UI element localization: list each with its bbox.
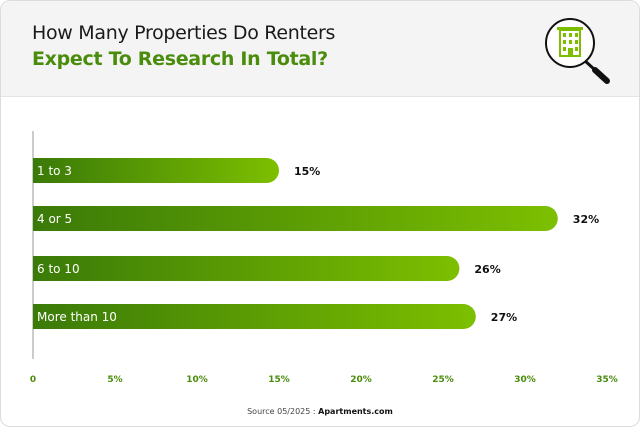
header: How Many Properties Do Renters Expect To…	[1, 1, 639, 97]
bar	[33, 206, 558, 231]
bar-category-label: 1 to 3	[37, 164, 72, 178]
bar-chart: 1 to 3 15% 4 or 5 32% 6 to 10 26% More than 10…	[30, 131, 618, 385]
x-tick-label: 5%	[107, 375, 122, 385]
source-name: Apartments.com	[318, 407, 393, 416]
x-tick-label: 10%	[186, 375, 208, 385]
bar-value-label: 15%	[294, 165, 320, 178]
title-line-2: Expect To Research In Total?	[32, 48, 328, 70]
building-magnifier-icon	[545, 18, 610, 84]
bar-category-label: 6 to 10	[37, 262, 80, 276]
source-prefix: Source 05/2025 :	[247, 407, 319, 416]
x-tick-label: 25%	[432, 375, 454, 385]
x-tick-label: 35%	[596, 375, 618, 385]
x-tick-label: 0	[30, 375, 36, 385]
title-line-1: How Many Properties Do Renters	[32, 22, 336, 44]
x-tick-label: 15%	[268, 375, 290, 385]
bar-value-label: 32%	[573, 213, 599, 226]
bar-category-label: More than 10	[37, 310, 117, 324]
bar-category-label: 4 or 5	[37, 212, 72, 226]
bar	[33, 158, 279, 183]
x-tick-label: 30%	[514, 375, 536, 385]
bar	[33, 304, 476, 329]
x-tick-label: 20%	[350, 375, 372, 385]
bar-value-label: 26%	[474, 263, 500, 276]
bar-value-label: 27%	[491, 311, 517, 324]
source-note: Source 05/2025 : Apartments.com	[1, 407, 639, 416]
bar	[33, 256, 460, 281]
